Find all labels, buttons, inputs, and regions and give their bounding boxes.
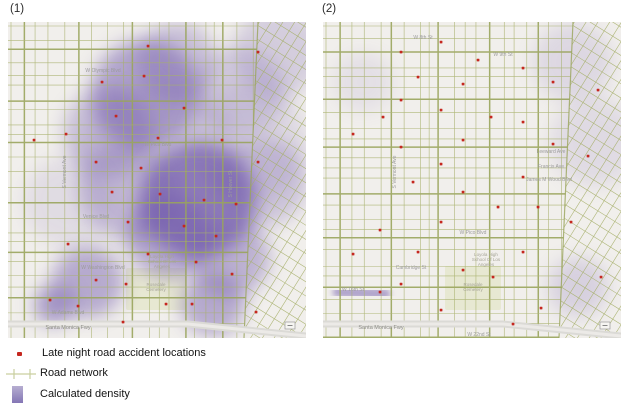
svg-text:W 8th St: W 8th St: [413, 35, 433, 41]
svg-text:W 22nd St: W 22nd St: [467, 332, 491, 338]
svg-text:S Hoover St: S Hoover St: [228, 170, 234, 198]
svg-text:Cambridge St: Cambridge St: [396, 265, 427, 271]
svg-text:James M Wood Blvd: James M Wood Blvd: [526, 177, 572, 183]
legend-label-accidents: Late night road accident locations: [42, 347, 206, 359]
panel-2-label: (2): [322, 3, 337, 15]
svg-text:Santa Monica Fwy: Santa Monica Fwy: [45, 325, 90, 331]
road-network-icon: [6, 369, 36, 379]
svg-text:W Pico Blvd: W Pico Blvd: [460, 230, 487, 236]
svg-text:W Pico Blvd: W Pico Blvd: [145, 142, 172, 148]
svg-text:Venice Blvd: Venice Blvd: [83, 214, 109, 220]
svg-text:W Washington Blvd: W Washington Blvd: [81, 265, 125, 271]
svg-text:W 16th St: W 16th St: [342, 287, 365, 293]
map-panel-2-network-density: W 8th St W 9th St S Vermont Ave Leeward Ave…: [323, 22, 621, 338]
accident-point-icon: [17, 352, 22, 356]
svg-text:W Olympic Blvd: W Olympic Blvd: [85, 68, 121, 74]
svg-text:Leeward Ave: Leeward Ave: [537, 149, 566, 155]
legend-label-road-network: Road network: [40, 367, 108, 379]
map-panel-1-planar-density: W Olympic Blvd W Pico Blvd Venice Blvd W Wa…: [8, 22, 306, 338]
svg-text:W Adams Blvd: W Adams Blvd: [52, 310, 85, 316]
svg-text:Francis Ave: Francis Ave: [538, 164, 564, 170]
svg-text:S Vermont Ave: S Vermont Ave: [62, 155, 68, 188]
svg-text:S Vermont Ave: S Vermont Ave: [392, 155, 398, 188]
density-swatch-icon: [12, 386, 23, 403]
panel-1-label: (1): [10, 3, 25, 15]
svg-text:W 9th St: W 9th St: [493, 52, 513, 58]
legend-label-density: Calculated density: [40, 388, 130, 400]
svg-text:Santa Monica Fwy: Santa Monica Fwy: [358, 325, 403, 331]
